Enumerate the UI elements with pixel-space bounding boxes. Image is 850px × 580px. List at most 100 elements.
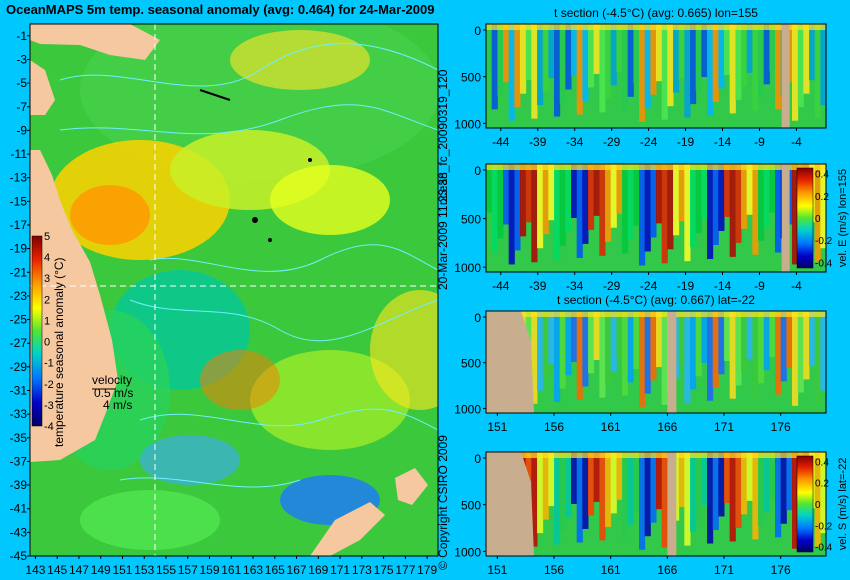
section-field-column xyxy=(814,24,821,119)
section-field-column xyxy=(746,452,753,501)
section-field-column xyxy=(780,311,787,382)
section-y-tick-label: 1000 xyxy=(454,402,481,416)
section-field-column xyxy=(565,24,572,90)
section-field-column xyxy=(650,24,657,95)
section-field-column xyxy=(605,311,612,385)
section-field-column xyxy=(610,164,617,228)
section-field-column xyxy=(786,452,793,511)
section-field-column xyxy=(576,311,583,400)
map-colorbar-tick-label: 1 xyxy=(44,315,50,327)
map-y-ticks: -1 -3 -5 -7 -9 -11 -13 -15 -17 -19 -21 -23 -25 -27 -29… xyxy=(10,29,30,563)
section-field-column xyxy=(599,164,606,256)
section-field-column xyxy=(542,452,549,520)
section-field-column xyxy=(650,311,657,381)
section-field-column xyxy=(610,452,617,514)
section-surface-band xyxy=(486,311,826,317)
section-field-column xyxy=(531,24,538,119)
section-field-column xyxy=(678,164,685,222)
section-frame xyxy=(485,310,827,414)
section-field-column xyxy=(491,164,498,253)
map-x-tick-label: 145 xyxy=(47,563,67,577)
map-y-tick-label: -35 xyxy=(10,431,28,445)
section-field-column xyxy=(752,164,759,255)
section-field-column xyxy=(803,311,810,380)
section-field-column xyxy=(576,164,583,258)
section-field-column xyxy=(684,164,691,262)
section-field-column xyxy=(622,452,629,539)
section-x-tick-label: 151 xyxy=(487,563,507,577)
section-x-tick-label: -44 xyxy=(492,135,510,149)
section-surface-band xyxy=(486,24,826,30)
section-field-column xyxy=(650,164,657,238)
section-field-column xyxy=(593,24,600,74)
map-x-tick-label: 143 xyxy=(25,563,45,577)
map-y-tick-label: -25 xyxy=(10,313,28,327)
section-field-column xyxy=(763,452,770,513)
section-field-column xyxy=(559,24,566,104)
section-field-column xyxy=(684,452,691,546)
section-field-column xyxy=(814,452,821,547)
section-x-tick-label: 171 xyxy=(714,420,734,434)
section-field-column xyxy=(525,24,532,81)
section-field-column xyxy=(809,24,816,81)
section-field-column xyxy=(763,24,770,85)
section-field-column xyxy=(712,452,719,530)
section-field-column xyxy=(769,311,776,357)
section-field-column xyxy=(712,164,719,245)
map-colorbar-tick-label: 0 xyxy=(44,337,50,349)
section-field-column xyxy=(605,24,612,99)
section-colorbar-tick-label: 0.4 xyxy=(815,170,829,181)
section-field-column xyxy=(741,452,748,515)
section-field-column xyxy=(644,452,651,537)
section-field-column xyxy=(701,452,708,506)
section-colorbar-tick-label: 0 xyxy=(815,500,821,511)
section-field-column xyxy=(701,311,708,364)
section-panels: t section (-4.5°C) (avg: 0.665) lon=155 0… xyxy=(454,6,849,577)
map-x-ticks: 143 145 147 149 151 153 155 157 159 161 163 165 167 1… xyxy=(25,556,437,577)
section-x-tick-label: -14 xyxy=(714,135,732,149)
section-field-column xyxy=(503,164,510,225)
section-field-column xyxy=(531,311,538,404)
section-y-tick-label: 0 xyxy=(474,452,481,466)
section-field-column xyxy=(588,24,595,88)
section-field-column xyxy=(588,311,595,374)
section-land-west xyxy=(486,311,534,413)
section-field-column xyxy=(531,164,538,263)
map-colorbar-ticks: 5 4 3 2 1 0 -1 -2 -3 -4 xyxy=(44,231,54,433)
section-colorbar-label: vel. S (m/s) lat=-22 xyxy=(837,458,849,551)
section-field-column xyxy=(582,311,589,387)
section-field-column xyxy=(554,452,561,545)
section-field-column xyxy=(537,164,544,249)
section-field-column xyxy=(724,24,731,75)
section-x-tick-label: -44 xyxy=(492,279,510,293)
section-y-tick-label: 0 xyxy=(474,24,481,38)
map-y-tick-label: -21 xyxy=(10,265,28,279)
section-x-tick-label: 161 xyxy=(601,563,621,577)
section-field-column xyxy=(718,164,725,231)
section-field-column xyxy=(610,24,617,86)
section-field-column xyxy=(593,164,600,216)
section-field-column xyxy=(486,24,493,71)
section-field-column xyxy=(616,311,623,358)
section-field-column xyxy=(690,452,697,533)
map-x-tick-label: 161 xyxy=(221,563,241,577)
section-field-column xyxy=(571,311,578,362)
section-field-column xyxy=(690,164,697,248)
section-x-tick-label: -24 xyxy=(640,135,658,149)
section-field-column xyxy=(559,452,566,532)
section-field-column xyxy=(792,164,799,265)
section-field-column xyxy=(599,24,606,113)
map-y-tick-label: -33 xyxy=(10,407,28,421)
map-y-tick-label: -5 xyxy=(16,76,27,90)
section-field-column xyxy=(537,311,544,391)
section-field-column xyxy=(746,164,753,215)
section-x-tick-label: 171 xyxy=(714,563,734,577)
section-x-tick-label: 166 xyxy=(657,563,677,577)
section-field-column xyxy=(627,164,634,240)
map-colorbar-tick-label: -4 xyxy=(44,421,54,433)
section-field-column xyxy=(707,164,714,260)
section-x-tick-label: 156 xyxy=(544,563,564,577)
section-field-column xyxy=(599,311,606,398)
section-field-column xyxy=(514,164,521,251)
